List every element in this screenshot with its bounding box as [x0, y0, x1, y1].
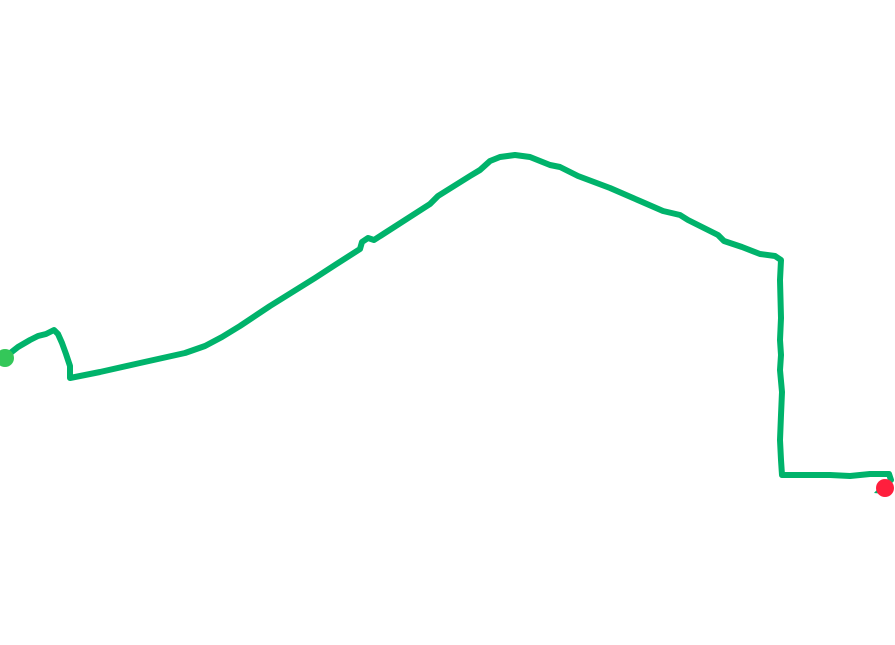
start-point-icon[interactable]	[0, 349, 14, 367]
end-point-icon[interactable]	[876, 479, 894, 497]
route-line	[1, 152, 894, 483]
